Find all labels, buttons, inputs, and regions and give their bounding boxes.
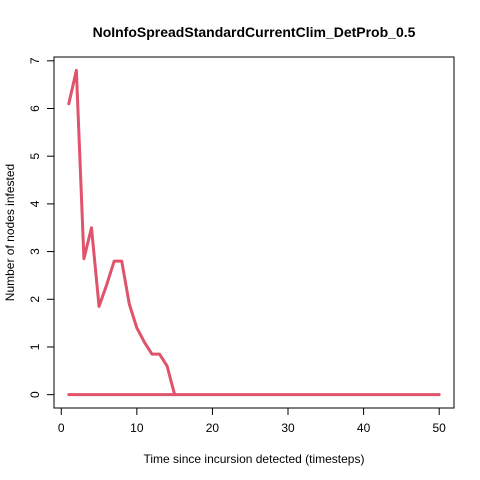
x-tick-label: 10 [130, 421, 144, 435]
y-axis-label: Number of nodes infested [3, 164, 17, 301]
series-line-1 [67, 68, 177, 397]
y-tick-label: 6 [28, 105, 42, 112]
y-tick-label: 7 [28, 57, 42, 64]
x-axis: 0 10 20 30 40 50 [58, 407, 447, 435]
chart-title: NoInfoSpreadStandardCurrentClim_DetProb_… [93, 24, 416, 40]
series-lines [67, 68, 441, 397]
y-tick-label: 4 [28, 200, 42, 207]
x-tick-label: 40 [357, 421, 371, 435]
y-tick-label: 3 [28, 248, 42, 255]
y-tick-label: 2 [28, 296, 42, 303]
y-tick-label: 0 [28, 391, 42, 398]
x-axis-label: Time since incursion detected (timesteps… [144, 452, 365, 466]
x-tick-label: 30 [281, 421, 295, 435]
y-tick-label: 5 [28, 153, 42, 160]
y-tick-label: 1 [28, 343, 42, 350]
x-tick-label: 50 [433, 421, 447, 435]
x-tick-label: 20 [206, 421, 220, 435]
y-axis: 0 1 2 3 4 5 6 7 [28, 57, 55, 398]
plot-frame [53, 56, 455, 409]
x-tick-label: 0 [58, 421, 65, 435]
